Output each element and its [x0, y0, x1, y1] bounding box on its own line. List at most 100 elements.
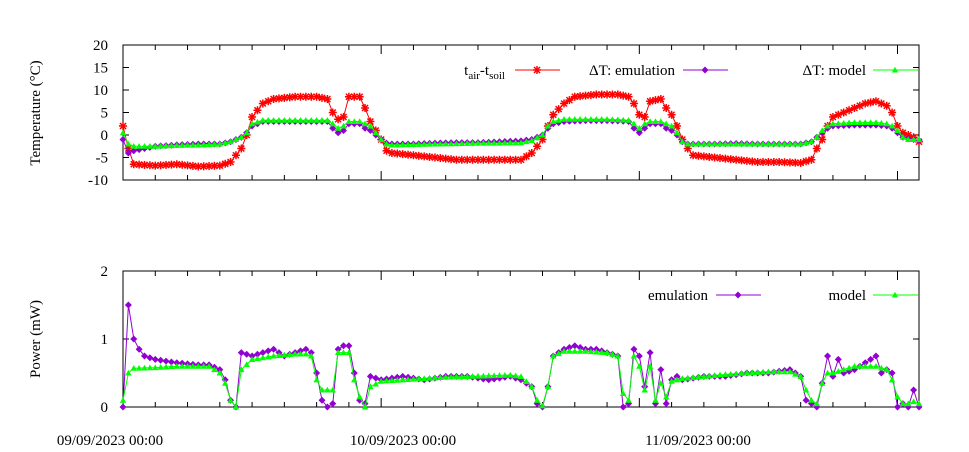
temperature-series-2-point-93	[619, 116, 627, 123]
power-series-0-point-47	[372, 374, 380, 382]
power-y-tick-label-2: 0	[101, 400, 109, 416]
power-series-1-point-73	[512, 372, 519, 379]
temperature-series-0-point-21	[231, 151, 240, 160]
power-series-1-point-92	[614, 352, 622, 359]
power-series-1-point-44	[356, 393, 363, 400]
temperature-series-0-point-34	[301, 92, 310, 101]
power-series-0-point-103	[673, 372, 681, 380]
temperature-series-0-point-100	[656, 95, 665, 103]
temperature-y-tick-label-6: -10	[88, 173, 108, 189]
power-series-1-point-76	[528, 383, 535, 390]
temperature-series-2-point-30	[281, 116, 288, 123]
temperature-series-2-point-13	[189, 141, 197, 148]
temperature-y-axis-label: Temperature (°C)	[28, 60, 44, 165]
power-series-1-point-142	[883, 366, 890, 373]
temperature-series-2-point-103	[673, 129, 681, 136]
temperature-series-2-point-39	[329, 120, 336, 127]
temperature-series-0-point-62-d2	[452, 156, 460, 164]
temperature-series-2-point-97	[641, 120, 648, 127]
power-series-1-point-146	[905, 400, 912, 407]
power-series-1-point-39	[329, 386, 336, 393]
temperature-series-2-point-76	[528, 137, 535, 143]
power-series-1-point-86	[582, 348, 589, 354]
temperature-series-2-point-125	[792, 140, 799, 147]
power-series-0-point-1	[124, 301, 132, 309]
power-series-1-point-27	[265, 353, 272, 360]
temperature-series-0-point-30-d2	[280, 94, 288, 102]
temperature-series-2-point-75	[523, 138, 530, 145]
power-series-1-point-126	[797, 373, 804, 379]
temperature-series-2-point-106	[689, 140, 697, 147]
temperature-series-2-point-58	[431, 140, 439, 147]
temperature-series-1-point-40	[334, 129, 342, 137]
temperature-series-0-point-67	[479, 155, 488, 164]
temperature-series-2-point-129	[813, 134, 821, 140]
power-series-0-point-5	[146, 354, 154, 362]
temperature-series-2-point-34	[302, 116, 310, 123]
power-series-1-point-3	[135, 364, 143, 371]
temperature-series-2-point-44	[356, 118, 363, 125]
temperature-series-0-point-86-d2	[582, 92, 590, 100]
temperature-series-2-point-32	[291, 116, 299, 123]
power-series-1-point-128	[808, 397, 815, 403]
power-series-1-point-41	[340, 349, 347, 356]
power-series-1-point-52	[399, 376, 406, 383]
temperature-series-2-point-98	[646, 118, 654, 125]
temperature-series-2-point-79	[544, 122, 552, 129]
power-series-1-point-26	[259, 354, 267, 361]
power-series-1-point-144	[894, 393, 901, 400]
temperature-series-1-point-96	[635, 129, 643, 137]
power-series-0-point-84	[571, 342, 579, 350]
temperature-series-2-point-95	[630, 120, 638, 127]
temperature-series-0-point-141-d2	[877, 99, 885, 108]
power-series-1-point-63	[458, 373, 466, 380]
temperature-series-0-point-138	[861, 99, 870, 108]
temperature-series-2-point-114	[732, 140, 740, 147]
temperature-series-2-point-147	[910, 136, 917, 143]
temperature-series-1-point-101	[662, 124, 670, 132]
temperature-series-0-line	[122, 94, 920, 168]
temperature-series-0-point-128	[807, 155, 816, 164]
temperature-series-1-point-41	[340, 127, 348, 134]
temperature-series-2-point-63	[458, 140, 466, 146]
temperature-series-2-point-42	[345, 118, 353, 125]
temperature-series-2-point-148	[915, 136, 923, 143]
temperature-series-0-point-90	[603, 90, 612, 99]
temperature-series-0-point-139-d2	[867, 98, 875, 106]
temperature-series-0-point-142-d2	[883, 102, 891, 110]
power-series-1-point-50	[388, 377, 396, 384]
temperature-series-2-point-45	[361, 120, 369, 127]
temperature-series-2-point-102	[668, 122, 675, 129]
power-series-1-point-0	[119, 397, 127, 403]
power-series-1-point-49	[383, 377, 390, 384]
power-series-1-point-17	[211, 366, 218, 373]
power-series-1-point-143	[888, 376, 896, 383]
legend-label-dt-emulation: ΔT: emulation	[589, 63, 675, 79]
temperature-series-2-point-56	[420, 141, 428, 147]
temperature-series-2-point-126	[797, 140, 804, 147]
power-series-1-point-10	[173, 363, 180, 369]
temperature-series-0-point-89-d2	[598, 90, 606, 99]
power-series-1-point-102	[668, 377, 675, 384]
power-series-1-point-121	[770, 368, 777, 375]
temperature-series-2-point-38	[324, 116, 331, 123]
temperature-series-1-point-39	[329, 124, 337, 132]
power-series-1-point-67	[480, 372, 487, 379]
temperature-series-0-point-90-d2	[603, 90, 611, 99]
temperature-series-0-point-31-d2	[286, 93, 294, 101]
power-series-1-point-112	[722, 371, 729, 377]
power-legend: emulation model	[648, 288, 918, 304]
power-series-1-point-129	[813, 400, 821, 407]
temperature-series-2-point-26	[259, 116, 267, 123]
temperature-series-0-point-28-d2	[270, 95, 278, 103]
temperature-series-2-point-124	[786, 140, 794, 147]
power-series-1-point-11	[178, 363, 186, 369]
temperature-series-2-point-68	[485, 139, 492, 146]
temperature-series-0-point-103	[672, 122, 681, 130]
temperature-series-2-point-67	[480, 139, 487, 146]
power-series-0-point-42	[345, 342, 353, 350]
temperature-series-0-point-93-d2	[619, 92, 627, 100]
power-series-0-point-10	[173, 359, 181, 367]
temperature-series-2-point-77	[533, 134, 541, 141]
temperature-series-2-point-117	[749, 140, 756, 147]
